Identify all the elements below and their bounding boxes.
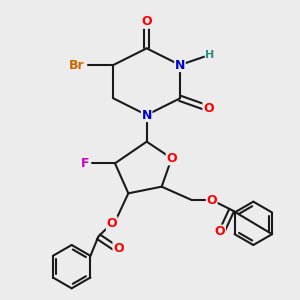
Text: O: O — [106, 217, 117, 230]
Text: O: O — [141, 15, 152, 28]
Text: O: O — [167, 152, 177, 165]
Text: O: O — [215, 225, 225, 238]
Text: O: O — [113, 242, 124, 255]
Text: H: H — [206, 50, 214, 60]
Text: O: O — [203, 102, 214, 115]
Text: O: O — [206, 194, 217, 206]
Text: Br: Br — [69, 58, 85, 71]
Text: N: N — [175, 58, 185, 71]
Text: N: N — [142, 109, 152, 122]
Text: F: F — [81, 157, 89, 170]
